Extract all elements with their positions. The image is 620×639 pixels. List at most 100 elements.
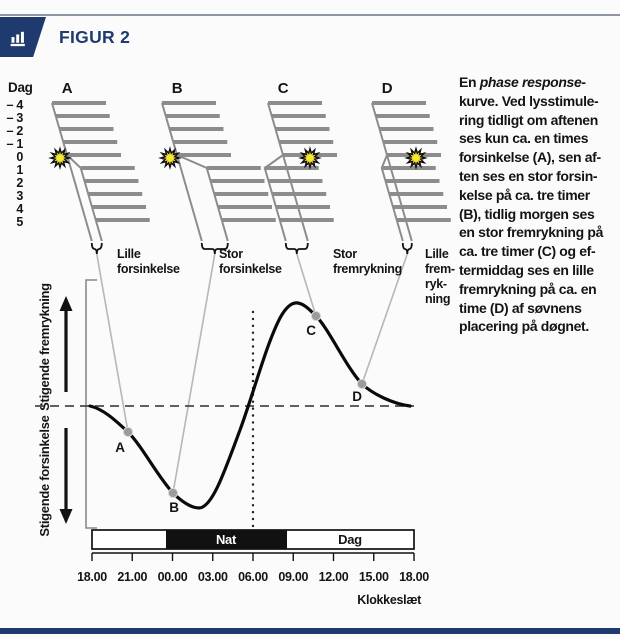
sleep-bar	[372, 101, 426, 105]
description-line: kelse på ca. tre timer	[459, 186, 590, 203]
sleep-bar	[396, 218, 451, 222]
description-line: (B), tidlig morgen ses	[459, 205, 595, 222]
time-tick-label: 03.00	[198, 570, 228, 584]
description-line: ses kun ca. en times	[459, 130, 589, 147]
sleep-bar	[165, 114, 220, 118]
sun-burst-icon	[404, 146, 428, 170]
sleep-bar	[379, 127, 434, 131]
time-tick-label: 09.00	[278, 570, 308, 584]
time-tick-label: 12.00	[319, 570, 349, 584]
sleep-bar	[55, 114, 110, 118]
column-letter: B	[172, 80, 183, 97]
sleep-bar	[275, 127, 330, 131]
sleep-bar	[92, 205, 146, 209]
sleep-bar	[59, 127, 114, 131]
day-axis-tick: 4	[16, 202, 23, 216]
day-axis-tick: – 3	[7, 111, 24, 125]
phase-response-curve	[88, 301, 412, 510]
y-axis-label-bottom: Stigende forsinkelse	[37, 415, 52, 536]
curve-point	[356, 378, 368, 390]
day-axis-title: Dag	[8, 80, 33, 95]
figure-header: FIGUR 2	[0, 17, 130, 57]
down-arrow-head	[59, 509, 73, 524]
day-axis-tick: – 2	[7, 124, 24, 138]
figure-description: En phase response-kurve. Ved lysstimule-…	[459, 74, 619, 337]
connector-line	[96, 253, 129, 433]
time-tick-label: 21.00	[117, 570, 147, 584]
shift-label: Stor	[219, 247, 243, 261]
description-line: fremrykning på ca. en	[459, 280, 597, 297]
day-axis-tick: – 1	[7, 137, 24, 151]
sun-burst-icon	[158, 146, 182, 170]
curve-point-label: A	[115, 440, 125, 455]
time-tick-label: 18.00	[399, 570, 429, 584]
night-segment	[166, 530, 287, 549]
shift-label: ning	[425, 292, 450, 306]
sleep-bar	[80, 166, 135, 170]
column-letter: A	[62, 80, 73, 97]
curve-point	[122, 426, 134, 438]
raster-guide-line	[51, 102, 93, 242]
day-axis-tick: 0	[16, 150, 23, 164]
connector-line	[172, 253, 216, 494]
top-rule	[0, 14, 620, 16]
sleep-bar	[375, 114, 430, 118]
description-line: time (D) af søvnens	[459, 299, 582, 316]
sleep-bar	[210, 179, 265, 183]
description-line: forsinkelse (A), sen af-	[459, 149, 601, 166]
connector-line	[361, 253, 409, 385]
sleep-bar	[84, 179, 139, 183]
sleep-bar	[63, 140, 118, 144]
day-axis-tick: 3	[16, 189, 23, 203]
shift-label: ryk-	[425, 277, 447, 291]
sleep-bar	[268, 101, 322, 105]
sleep-bar	[95, 218, 150, 222]
sleep-bar	[271, 114, 326, 118]
description-line: ten ses en stor forsin-	[459, 167, 598, 184]
sleep-bar	[52, 101, 106, 105]
bar-chart-icon	[10, 31, 25, 46]
sleep-bar	[177, 153, 231, 157]
sleep-bar	[268, 179, 323, 183]
sleep-bar	[389, 192, 444, 196]
description-line: kurve. Ved lysstimule-	[459, 92, 599, 109]
day-axis-tick: 1	[16, 163, 23, 177]
time-axis-title: Klokkeslæt	[357, 593, 422, 607]
sleep-bar	[169, 127, 224, 131]
day-axis-tick: – 4	[7, 98, 24, 112]
shift-label: Lille	[117, 247, 141, 261]
time-tick-label: 15.00	[359, 570, 389, 584]
column-letter: C	[278, 80, 289, 97]
sleep-bar	[383, 140, 438, 144]
up-arrow-head	[59, 296, 73, 311]
description-line: En phase response-	[459, 74, 586, 90]
sleep-bar	[88, 192, 143, 196]
sleep-bar	[67, 153, 121, 157]
curve-point	[310, 310, 322, 322]
sleep-bar	[214, 192, 269, 196]
day-axis-tick: 5	[16, 215, 23, 229]
description-line: ca. tre timer (C) og ef-	[459, 243, 596, 260]
day-axis-tick: 2	[16, 176, 23, 190]
figure-title: FIGUR 2	[59, 26, 131, 47]
sleep-bar	[381, 166, 436, 170]
shift-brace	[200, 242, 229, 255]
sleep-bar	[162, 101, 216, 105]
y-axis-label-top: Stigende fremrykning	[37, 283, 52, 411]
curve-point-label: C	[306, 323, 316, 338]
sleep-bar	[218, 205, 272, 209]
sleep-bar	[385, 179, 440, 183]
curve-point-label: D	[352, 389, 362, 404]
night-label: Nat	[216, 532, 237, 547]
curve-point-label: B	[169, 500, 179, 515]
shift-label: Stor	[333, 247, 357, 261]
sleep-bar	[221, 218, 276, 222]
shift-label: frem-	[425, 262, 455, 276]
column-letter: D	[382, 80, 393, 97]
time-tick-label: 18.00	[77, 570, 107, 584]
raster-guide-line	[161, 102, 203, 242]
y-axis-bracket	[85, 279, 97, 529]
sleep-bar	[279, 140, 334, 144]
shift-label: forsinkelse	[117, 262, 180, 276]
